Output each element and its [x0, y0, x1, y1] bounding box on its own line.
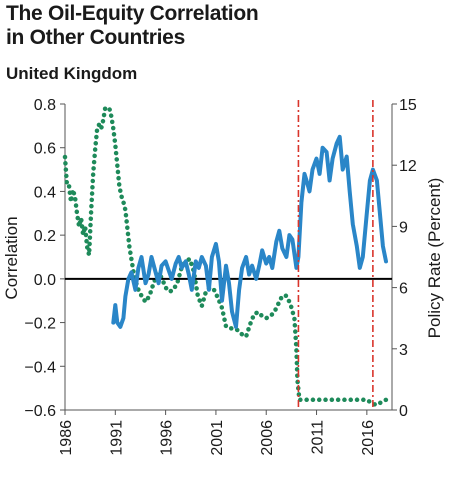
x-tick-label: 2016 — [360, 420, 377, 456]
chart-title-line-1: The Oil-Equity Correlation — [6, 2, 259, 25]
policy-rate-series — [62, 105, 389, 408]
left-tick-label: −0.2 — [24, 316, 56, 333]
left-axis: 0.8 0.6 0.4 0.2 0.0 −0.2 −0.4 −0.6 — [24, 97, 65, 420]
right-tick-label: 0 — [399, 403, 408, 420]
y-axis-label: Correlation — [2, 216, 21, 299]
right-tick-label: 9 — [399, 219, 408, 236]
right-tick-label: 15 — [399, 97, 417, 114]
right-tick-label: 3 — [399, 342, 408, 359]
left-tick-label: 0.6 — [34, 141, 56, 158]
x-tick-label: 2011 — [310, 420, 327, 455]
x-tick-label: 1996 — [159, 420, 176, 456]
reference-lines — [297, 100, 374, 410]
y2-axis-label: Policy Rate (Percent) — [425, 178, 444, 339]
x-tick-label: 2001 — [209, 420, 226, 456]
chart-title: The Oil-Equity Correlation in Other Coun… — [6, 2, 259, 50]
x-axis: 1986 1991 1996 2001 2006 2011 2016 — [58, 410, 377, 456]
correlation-line — [111, 134, 388, 329]
correlation-series — [111, 134, 388, 329]
chart-subtitle: United Kingdom — [6, 64, 138, 83]
plot-area — [64, 104, 393, 411]
right-tick-label: 6 — [399, 281, 408, 298]
left-tick-label: 0.4 — [34, 184, 56, 201]
right-axis: 15 12 9 6 3 0 — [392, 97, 417, 420]
left-tick-label: 0.2 — [34, 228, 56, 245]
right-tick-label: 12 — [399, 158, 417, 175]
left-tick-label: 0.8 — [34, 97, 56, 114]
left-tick-label: 0.0 — [34, 272, 56, 289]
x-tick-label: 1986 — [58, 420, 75, 456]
x-tick-label: 1991 — [108, 420, 125, 456]
chart-title-line-2: in Other Countries — [6, 26, 185, 49]
x-tick-label: 2006 — [259, 420, 276, 456]
policy-rate-line — [62, 105, 389, 408]
left-tick-label: −0.4 — [24, 359, 56, 376]
left-tick-label: −0.6 — [24, 403, 56, 420]
